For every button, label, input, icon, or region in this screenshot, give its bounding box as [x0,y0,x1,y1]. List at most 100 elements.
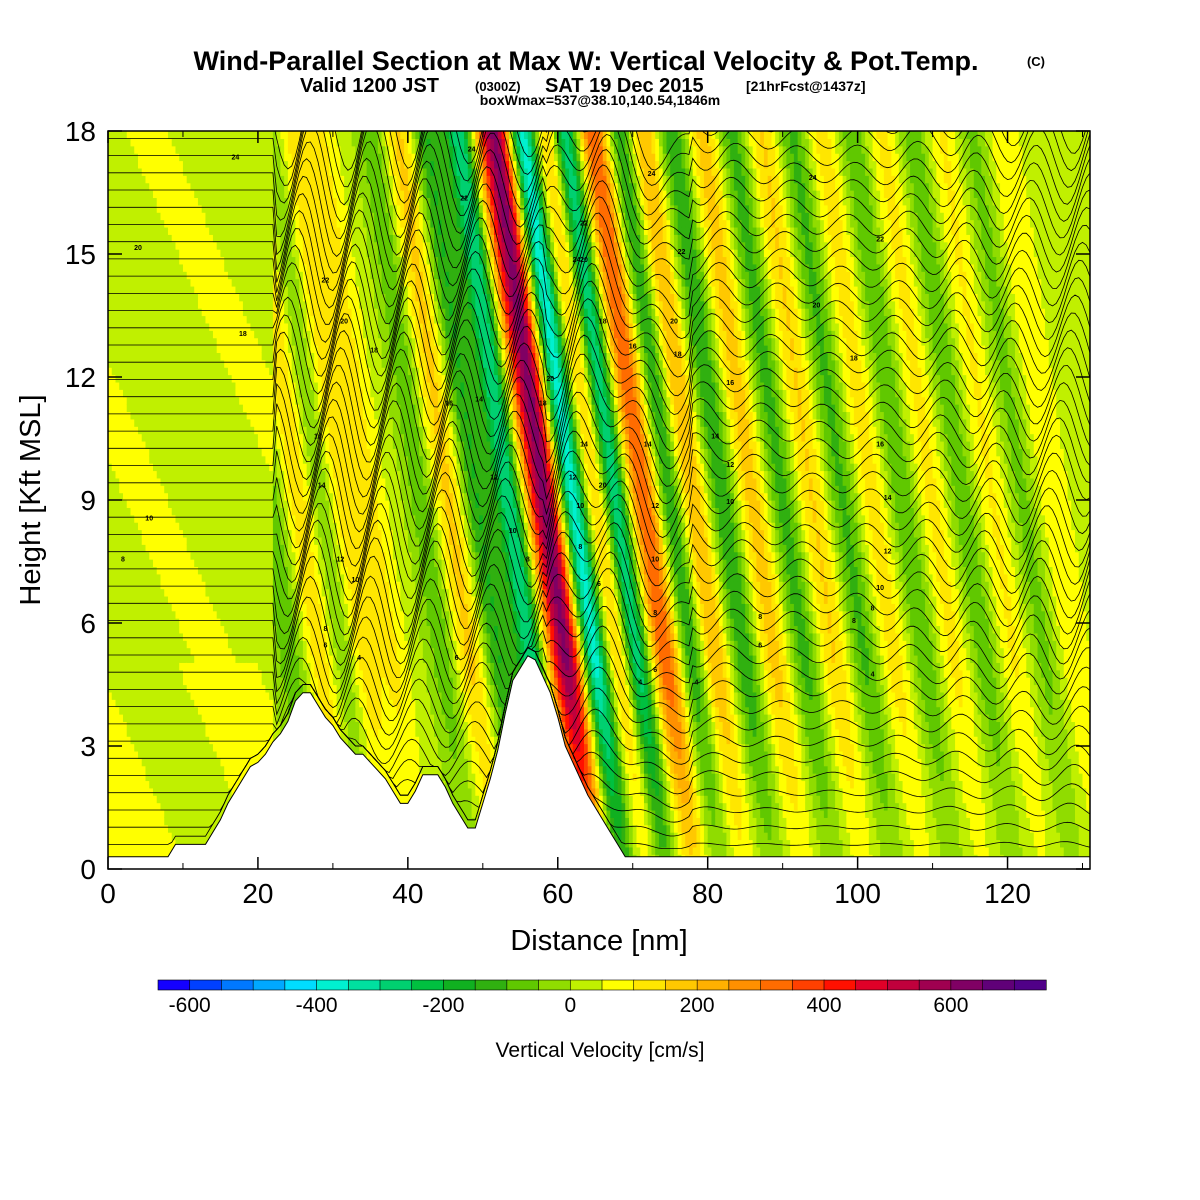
contour-label: 22 [460,196,468,203]
colorbar-swatch [951,980,983,990]
contour-label: 12 [651,503,659,510]
contour-label: 8 [323,626,327,633]
colorbar-tick-label: 400 [806,994,841,1017]
colorbar-swatch [285,980,317,990]
contour-label: 20 [670,319,678,326]
forecast-info: [21hrFcst@1437z] [746,78,865,94]
contour-label: 6 [323,643,327,650]
colorbar-swatch [1014,980,1046,990]
contour-label: 8 [871,606,875,613]
colorbar-swatch [221,980,253,990]
contour-label: 12 [337,557,345,564]
contour-label: 8 [526,557,530,564]
contour-label: 24 [468,147,476,154]
x-tick-label: 60 [542,878,573,909]
contour-label: 16 [726,380,734,387]
colorbar-swatch [190,980,222,990]
x-axis-label: Distance [nm] [510,925,687,957]
colorbar-tick-label: -600 [169,994,211,1017]
contour-label: 6 [597,581,601,588]
y-tick-label: 15 [65,239,96,270]
colorbar-swatch [317,980,349,990]
contour-label: 18 [599,319,607,326]
contour-label: 4 [638,680,642,687]
colorbar-tick-label: 0 [564,994,576,1017]
contour-label: 20 [546,376,554,383]
colorbar-swatch [761,980,793,990]
colorbar-title: Vertical Velocity [cm/s] [496,1039,705,1062]
colorbar-swatch [570,980,602,990]
colorbar-swatch [443,980,475,990]
contour-label: 10 [352,577,360,584]
contour-label: 4 [871,671,875,678]
colorbar-swatch [919,980,951,990]
colorbar-swatch [697,980,729,990]
contour-label: 14 [711,434,719,441]
contour-label: 4 [357,655,361,662]
contour-label: 12 [884,548,892,555]
colorbar-swatch [856,980,888,990]
colorbar-swatch [602,980,634,990]
contour-label: 24 [648,171,656,178]
chart-title: Wind-Parallel Section at Max W: Vertical… [194,46,979,76]
contour-label: 12 [569,475,577,482]
colorbar-swatch [665,980,697,990]
contour-label: 8 [852,618,856,625]
colorbar-tick-label: -400 [296,994,338,1017]
contour-label: 10 [576,503,584,510]
colorbar [158,980,1046,990]
x-tick-label: 100 [834,878,881,909]
colorbar-swatch [792,980,824,990]
contour-label: 18 [674,352,682,359]
y-tick-label: 6 [80,608,96,639]
contour-label: 24 [809,175,817,182]
y-tick-label: 3 [80,731,96,762]
x-tick-label: 80 [692,878,723,909]
plot-area: 8 10 20 24 22 16 14 20 18 12 10 8 6 4 18 16 14 12 10 8 6 24 22… [108,72,1091,869]
contour-label: 16 [876,442,884,449]
contour-label: 10 [876,585,884,592]
contour-label: 24 [232,155,240,162]
contour-label: 16 [314,434,322,441]
contour-label: 22 [678,249,686,256]
colorbar-swatch [634,980,666,990]
contour-label: 18 [239,331,247,338]
x-tick-label: 120 [984,878,1031,909]
colorbar-tick-labels: -600 -400 -200 0 200 400 600 [169,994,969,1017]
contour-label: 14 [580,442,588,449]
colorbar-swatch [539,980,571,990]
contour-label: 14 [318,483,326,490]
y-tick-label: 18 [65,116,96,147]
contour-label: 20 [599,483,607,490]
contour-label: 6 [653,667,657,674]
contour-label: 6 [455,655,459,662]
figure: Wind-Parallel Section at Max W: Vertical… [0,0,1200,1200]
contour-label: 18 [850,356,858,363]
colorbar-swatch [887,980,919,990]
contour-label: 20 [580,257,588,264]
contour-label: 16 [629,343,637,350]
y-tick-label: 12 [65,362,96,393]
x-tick-label: 0 [100,878,116,909]
contour-label: 8 [653,610,657,617]
contour-label: 22 [580,220,588,227]
contour-label: 8 [121,557,125,564]
contour-label: 14 [475,397,483,404]
contour-label: 6 [758,643,762,650]
box-wmax-info: boxWmax=537@38.10,140.54,1846m [480,92,721,108]
contour-label: 22 [322,278,330,285]
contour-label: 14 [644,442,652,449]
colorbar-tick-label: -200 [422,994,464,1017]
contour-label: 12 [490,475,498,482]
colorbar-swatch [983,980,1015,990]
colorbar-swatch [824,980,856,990]
contour-label: 22 [876,237,884,244]
contour-label: 10 [651,557,659,564]
contour-label: 10 [145,516,153,523]
y-axis-label: Height [Kft MSL] [15,394,47,605]
colorbar-tick-label: 600 [933,994,968,1017]
contour-label: 10 [726,499,734,506]
colorbar-swatch [475,980,507,990]
contour-label: 8 [578,544,582,551]
colorbar-swatch [507,980,539,990]
